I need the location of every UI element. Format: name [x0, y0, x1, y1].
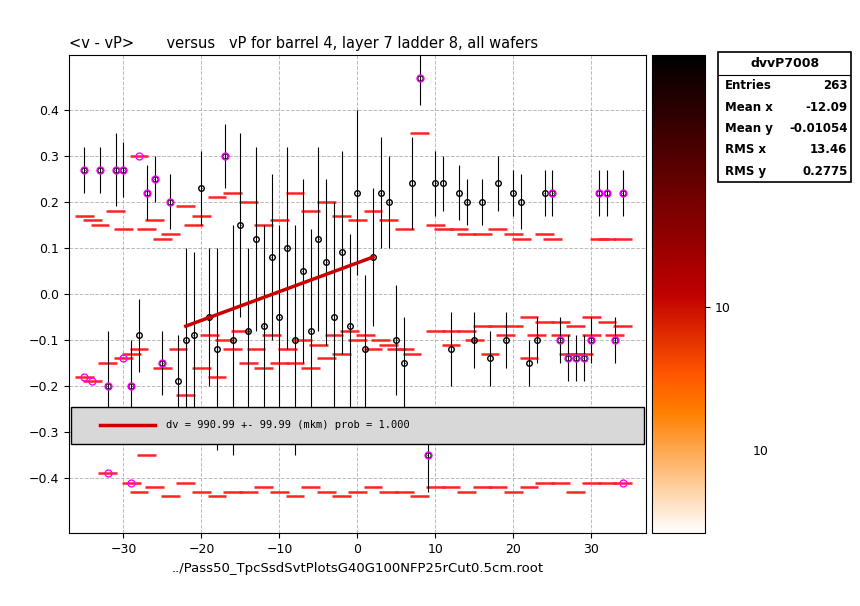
Text: dvvP7008: dvvP7008 — [750, 57, 820, 70]
Text: Mean y: Mean y — [725, 122, 772, 135]
Text: -0.01054: -0.01054 — [789, 122, 847, 135]
Text: Entries: Entries — [725, 79, 771, 92]
Text: -12.09: -12.09 — [805, 101, 847, 113]
Text: 263: 263 — [823, 79, 847, 92]
Text: RMS x: RMS x — [725, 143, 766, 156]
Text: RMS y: RMS y — [725, 165, 766, 178]
X-axis label: ../Pass50_TpcSsdSvtPlotsG40G100NFP25rCut0.5cm.root: ../Pass50_TpcSsdSvtPlotsG40G100NFP25rCut… — [171, 562, 544, 574]
Text: <v - vP>       versus   vP for barrel 4, layer 7 ladder 8, all wafers: <v - vP> versus vP for barrel 4, layer 7… — [69, 36, 538, 50]
Text: 10: 10 — [752, 445, 768, 458]
Text: Mean x: Mean x — [725, 101, 772, 113]
Text: 13.46: 13.46 — [810, 143, 847, 156]
Text: 0.2775: 0.2775 — [802, 165, 847, 178]
Bar — [71, 407, 643, 444]
Text: dv = 990.99 +- 99.99 (mkm) prob = 1.000: dv = 990.99 +- 99.99 (mkm) prob = 1.000 — [166, 420, 410, 430]
